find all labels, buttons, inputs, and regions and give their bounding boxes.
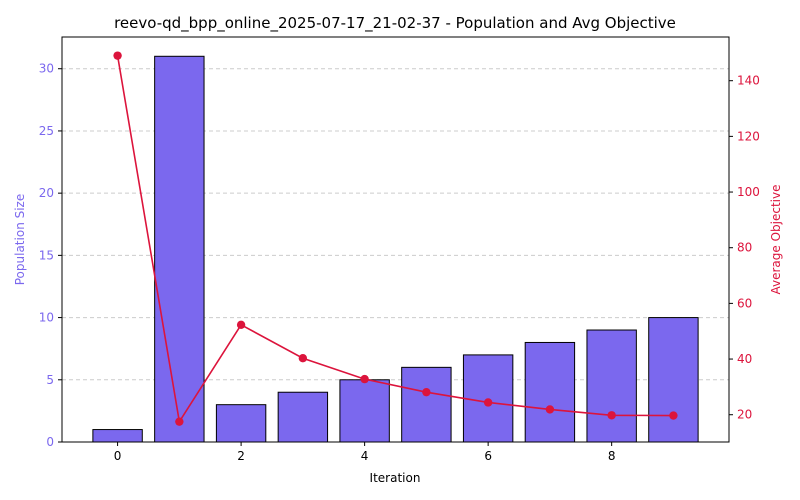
bar-series bbox=[92, 55, 699, 443]
chart-title: reevo-qd_bpp_online_2025-07-17_21-02-37 … bbox=[114, 14, 676, 33]
bar bbox=[524, 341, 576, 443]
y-tick-label: 25 bbox=[39, 124, 54, 138]
x-tick-label: 0 bbox=[114, 449, 122, 463]
line-point bbox=[545, 405, 555, 414]
line-point bbox=[607, 411, 616, 420]
x-tick-label: 6 bbox=[484, 449, 492, 463]
x-axis-label: Iteration bbox=[370, 471, 421, 485]
x-tick-label: 8 bbox=[608, 449, 616, 463]
line-point bbox=[422, 387, 431, 397]
y-tick-label: 20 bbox=[39, 186, 54, 200]
line-point bbox=[483, 398, 493, 407]
y2-tick-label: 40 bbox=[737, 352, 752, 366]
y-axis-label: Population Size bbox=[13, 194, 27, 286]
plot-frame bbox=[61, 36, 730, 443]
y2-axis-label: Average Objective bbox=[769, 185, 783, 295]
x-tick-label: 4 bbox=[361, 449, 369, 463]
bar bbox=[401, 366, 452, 443]
bar bbox=[648, 317, 699, 443]
line-path bbox=[116, 55, 674, 424]
line-point bbox=[669, 411, 678, 420]
y2-tick-label: 140 bbox=[737, 74, 760, 88]
x-tick-label: 2 bbox=[237, 449, 245, 463]
y-tick-label: 5 bbox=[46, 373, 54, 387]
bar bbox=[215, 404, 267, 443]
y-tick-label: 15 bbox=[39, 248, 54, 262]
axes bbox=[58, 36, 733, 446]
y2-tick-label: 20 bbox=[737, 408, 752, 422]
bar bbox=[277, 391, 329, 443]
line-point bbox=[113, 51, 122, 60]
line-point bbox=[175, 417, 184, 426]
line-series bbox=[113, 51, 678, 426]
bar bbox=[154, 55, 205, 443]
bar bbox=[586, 329, 637, 443]
y-tick-label: 0 bbox=[46, 435, 54, 449]
y2-tick-label: 80 bbox=[737, 241, 752, 255]
y2-tick-label: 60 bbox=[737, 296, 752, 310]
bar bbox=[339, 379, 390, 443]
y2-tick-label: 120 bbox=[737, 129, 760, 143]
line-point bbox=[236, 320, 246, 330]
bar bbox=[92, 429, 143, 443]
y-tick-label: 30 bbox=[39, 62, 54, 76]
line-point bbox=[298, 354, 308, 363]
line-point bbox=[360, 374, 369, 384]
y-tick-label: 10 bbox=[39, 311, 54, 325]
y2-tick-label: 100 bbox=[737, 185, 760, 199]
